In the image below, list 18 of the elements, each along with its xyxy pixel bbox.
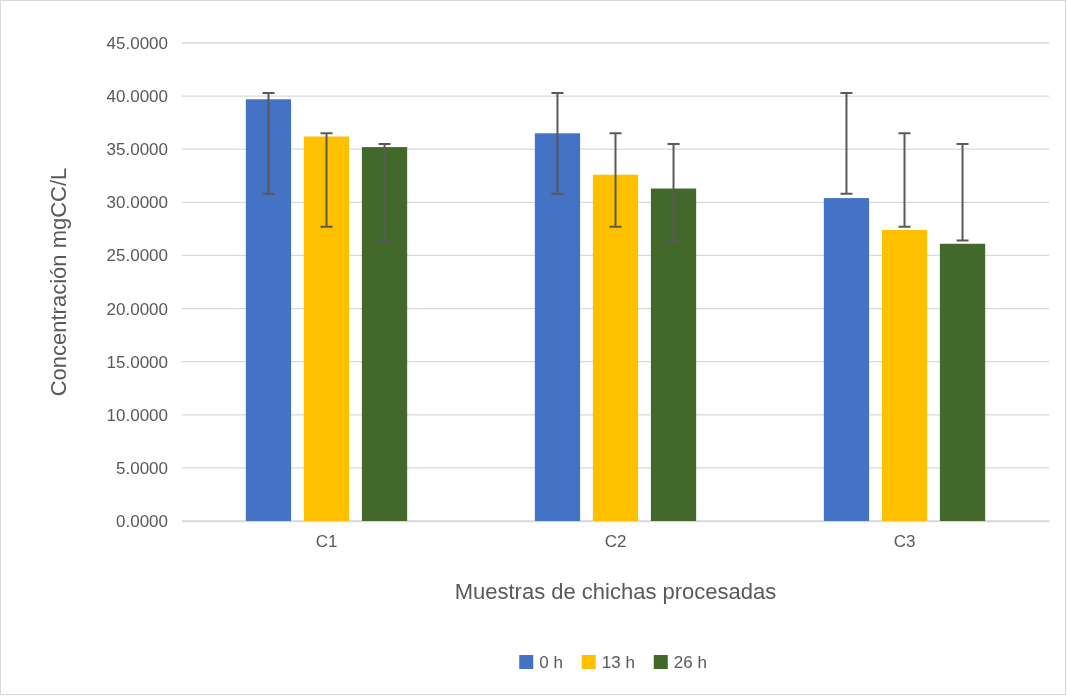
x-axis-title: Muestras de chichas procesadas <box>454 579 777 604</box>
y-tick-label: 10.0000 <box>106 405 168 425</box>
x-tick-label: C1 <box>315 532 338 552</box>
y-tick-label: 35.0000 <box>106 140 168 160</box>
y-tick-label: 30.0000 <box>106 193 168 213</box>
y-tick-label: 5.0000 <box>116 458 168 478</box>
y-tick-label: 40.0000 <box>106 87 168 107</box>
y-axis-title: Concentración mgCC/L <box>46 167 71 397</box>
x-tick-label: C3 <box>893 532 916 552</box>
legend-label: 0 h <box>539 652 563 672</box>
legend-label: 13 h <box>601 652 635 672</box>
y-tick-label: 45.0000 <box>106 33 168 53</box>
y-tick-label: 15.0000 <box>106 352 168 372</box>
y-tick-label: 20.0000 <box>106 299 168 319</box>
y-tick-label: 25.0000 <box>106 246 168 266</box>
y-tick-label: 0.0000 <box>116 511 168 531</box>
x-tick-label: C2 <box>604 532 627 552</box>
legend-label: 26 h <box>673 652 707 672</box>
